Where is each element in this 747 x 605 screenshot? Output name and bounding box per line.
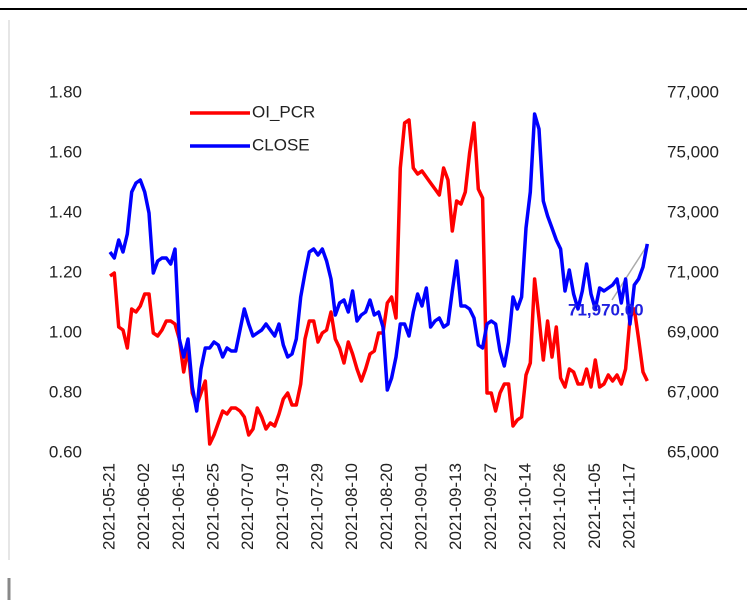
y2-tick-label: 75,000 [667, 142, 719, 161]
x-tick-label: 2021-09-27 [481, 463, 500, 550]
series-line [108, 112, 650, 413]
y-tick-label: 1.80 [49, 82, 82, 101]
x-tick-label: 2021-11-17 [619, 463, 638, 549]
x-tick-label: 2021-06-02 [134, 463, 153, 550]
y-tick-label: 1.60 [49, 142, 82, 161]
x-tick-label: 2021-06-25 [203, 463, 222, 550]
y2-tick-label: 69,000 [667, 322, 719, 341]
x-tick-label: 2021-08-20 [377, 463, 396, 550]
x-tick-label: 2021-10-26 [550, 463, 569, 550]
x-tick-label: 2021-07-07 [238, 463, 257, 550]
y-tick-label: 1.20 [49, 262, 82, 281]
y2-tick-label: 71,000 [667, 262, 719, 281]
y2-tick-label: 73,000 [667, 202, 719, 221]
y-tick-label: 0.60 [49, 442, 82, 461]
x-tick-label: 2021-10-14 [515, 463, 534, 550]
x-tick-label: 2021-08-10 [342, 463, 361, 550]
x-tick-label: 2021-11-05 [585, 463, 604, 549]
legend-label: CLOSE [252, 135, 310, 154]
x-tick-label: 2021-07-19 [273, 463, 292, 550]
data-label: 71,970.00 [568, 300, 644, 319]
x-tick-label: 2021-06-15 [169, 463, 188, 550]
y-tick-label: 0.80 [49, 382, 82, 401]
x-tick-label: 2021-09-01 [411, 463, 430, 550]
y-tick-label: 1.00 [49, 322, 82, 341]
x-tick-label: 2021-09-13 [446, 463, 465, 550]
x-tick-label: 2021-07-29 [307, 463, 326, 550]
y2-tick-label: 65,000 [667, 442, 719, 461]
y2-tick-label: 77,000 [667, 82, 719, 101]
y-tick-label: 1.40 [49, 202, 82, 221]
legend-label: OI_PCR [252, 102, 315, 121]
y2-tick-label: 67,000 [667, 382, 719, 401]
x-tick-label: 2021-05-21 [99, 463, 118, 550]
